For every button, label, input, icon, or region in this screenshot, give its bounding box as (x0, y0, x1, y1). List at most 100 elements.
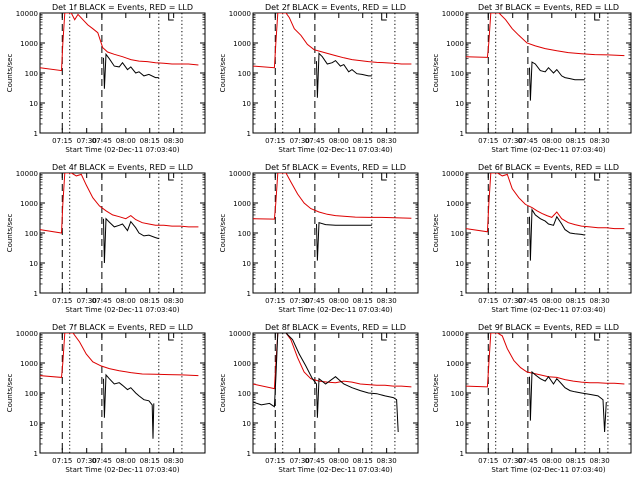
y-tick-label: 100 (25, 230, 38, 238)
y-tick-label: 1000 (446, 40, 464, 48)
chart-title: Det 5f BLACK = Events, RED = LLD (265, 163, 406, 172)
y-tick-label: 100 (238, 390, 251, 398)
y-tick-label: 100 (451, 390, 464, 398)
y-tick-label: 10000 (442, 170, 464, 178)
chart-panel-6: Det 6f BLACK = Events, RED = LLD 1 10 100 10… (432, 163, 632, 314)
series-line-events (529, 370, 607, 433)
x-tick-label: 07:45 (92, 457, 112, 465)
x-tick-label: 07:30 (290, 457, 310, 465)
x-axis-label: Start Time (02-Dec-11 07:03:40) (65, 146, 179, 154)
chart-title: Det 4f BLACK = Events, RED = LLD (52, 163, 193, 172)
chart-panel-5: Det 5f BLACK = Events, RED = LLD 1 10 100 10… (219, 163, 419, 314)
corner-bracket (168, 173, 174, 181)
x-tick-label: 07:15 (265, 457, 285, 465)
x-tick-label: 07:45 (305, 137, 325, 145)
y-axis-label: Counts/sec (432, 374, 440, 413)
x-tick-label: 07:45 (305, 457, 325, 465)
series-line-lld (40, 333, 199, 378)
y-tick-label: 1000 (20, 200, 38, 208)
y-tick-label: 10 (455, 260, 464, 268)
chart-title: Det 2f BLACK = Events, RED = LLD (265, 3, 406, 12)
chart-panel-2: Det 2f BLACK = Events, RED = LLD 1 10 100 10… (219, 3, 419, 154)
y-tick-label: 10 (455, 420, 464, 428)
corner-bracket (594, 333, 600, 341)
y-tick-label: 10000 (229, 170, 251, 178)
x-tick-label: 08:15 (566, 457, 586, 465)
y-tick-label: 10000 (442, 10, 464, 18)
x-tick-label: 07:30 (503, 457, 523, 465)
y-tick-label: 100 (238, 70, 251, 78)
y-tick-label: 100 (25, 70, 38, 78)
series-line-events (253, 333, 399, 433)
x-tick-label: 07:45 (518, 137, 538, 145)
y-axis-label: Counts/sec (219, 374, 227, 413)
x-tick-label: 08:15 (140, 137, 160, 145)
y-tick-label: 10 (455, 100, 464, 108)
x-axis-label: Start Time (02-Dec-11 07:03:40) (65, 306, 179, 314)
chart-title: Det 3f BLACK = Events, RED = LLD (478, 3, 619, 12)
x-tick-label: 07:45 (305, 297, 325, 305)
y-tick-label: 1 (247, 290, 251, 298)
x-tick-label: 08:30 (164, 297, 184, 305)
corner-bracket (594, 173, 600, 181)
x-tick-label: 07:45 (92, 137, 112, 145)
plot-frame (252, 12, 419, 134)
x-tick-label: 08:00 (329, 137, 349, 145)
y-axis-label: Counts/sec (219, 54, 227, 93)
x-tick-label: 07:30 (503, 137, 523, 145)
y-tick-label: 10000 (16, 330, 38, 338)
y-tick-label: 1000 (233, 200, 251, 208)
x-tick-label: 08:30 (377, 457, 397, 465)
series-line-events (529, 208, 585, 261)
y-axis-label: Counts/sec (6, 214, 14, 253)
x-tick-label: 08:30 (590, 137, 610, 145)
y-tick-label: 10 (29, 420, 38, 428)
corner-bracket (381, 13, 387, 21)
series-line-lld (253, 173, 412, 220)
chart-title: Det 1f BLACK = Events, RED = LLD (52, 3, 193, 12)
x-tick-label: 08:15 (566, 137, 586, 145)
y-tick-label: 10000 (442, 330, 464, 338)
x-tick-label: 08:30 (164, 137, 184, 145)
x-tick-label: 08:15 (566, 297, 586, 305)
x-axis-label: Start Time (02-Dec-11 07:03:40) (491, 466, 605, 474)
plot-frame (39, 332, 206, 454)
y-axis-label: Counts/sec (432, 54, 440, 93)
chart-title: Det 6f BLACK = Events, RED = LLD (478, 163, 619, 172)
corner-bracket (168, 333, 174, 341)
y-tick-label: 10 (242, 100, 251, 108)
x-tick-label: 07:15 (478, 137, 498, 145)
y-tick-label: 1 (247, 450, 251, 458)
corner-bracket (168, 13, 174, 21)
x-tick-label: 08:15 (353, 457, 373, 465)
x-axis-label: Start Time (02-Dec-11 07:03:40) (278, 466, 392, 474)
plot-frame (465, 172, 632, 294)
x-tick-label: 07:45 (92, 297, 112, 305)
y-tick-label: 100 (238, 230, 251, 238)
x-tick-label: 08:00 (329, 297, 349, 305)
y-tick-label: 1000 (20, 360, 38, 368)
y-tick-label: 1 (460, 130, 464, 138)
x-tick-label: 08:00 (116, 457, 136, 465)
y-tick-label: 1000 (233, 40, 251, 48)
y-axis-label: Counts/sec (6, 374, 14, 413)
y-tick-label: 100 (451, 230, 464, 238)
x-tick-label: 08:30 (377, 297, 397, 305)
x-tick-label: 07:45 (518, 297, 538, 305)
y-tick-label: 10000 (229, 330, 251, 338)
series-line-lld (466, 173, 625, 233)
x-tick-label: 08:30 (164, 457, 184, 465)
y-tick-label: 10 (29, 260, 38, 268)
x-tick-label: 07:30 (77, 297, 97, 305)
plot-frame (252, 172, 419, 294)
plot-frame (252, 332, 419, 454)
plot-frame (39, 12, 206, 134)
series-line-lld (466, 333, 625, 388)
x-tick-label: 08:15 (140, 297, 160, 305)
x-tick-label: 07:15 (52, 137, 72, 145)
y-tick-label: 100 (25, 390, 38, 398)
y-tick-label: 1 (34, 450, 38, 458)
y-axis-label: Counts/sec (6, 54, 14, 93)
chart-panel-4: Det 4f BLACK = Events, RED = LLD 1 10 100 10… (6, 163, 206, 314)
x-tick-label: 08:30 (590, 457, 610, 465)
